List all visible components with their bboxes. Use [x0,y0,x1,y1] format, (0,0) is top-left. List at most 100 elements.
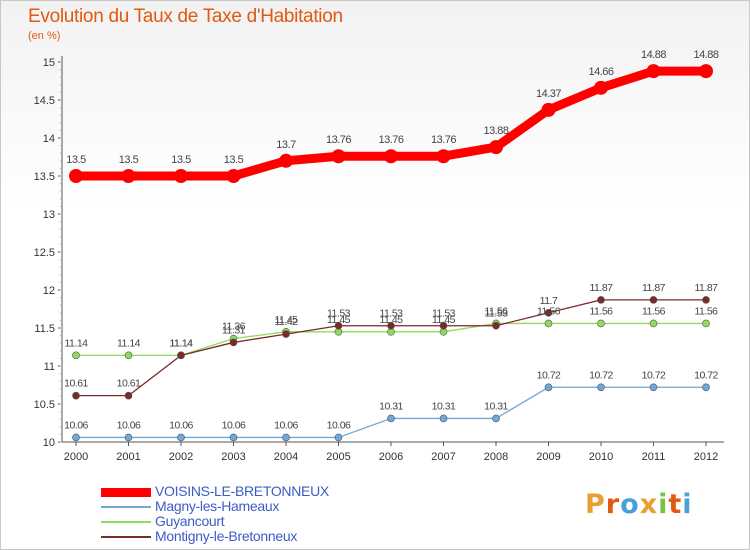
data-label: 10.31 [484,400,508,412]
data-label: 10.31 [432,400,456,412]
data-point [544,319,553,328]
x-tick-label: 2004 [274,451,298,463]
y-tick-label: 14 [43,133,55,145]
legend-label: Montigny-le-Bretonneux [155,528,298,544]
data-point [649,383,658,392]
data-label: 13.5 [224,154,244,166]
data-point [439,321,448,330]
x-tick-label: 2002 [169,451,193,463]
data-point [594,80,608,95]
y-tick-label: 12.5 [34,247,55,259]
data-point [702,319,710,328]
legend-label: VOISINS-LE-BRETONNEUX [155,483,329,499]
data-point [649,319,658,328]
data-label: 13.76 [326,134,351,146]
y-tick-label: 13.5 [34,171,55,183]
data-label: 10.06 [274,419,298,431]
data-point [174,169,188,183]
data-label: 11.53 [432,308,456,320]
data-label: 11.45 [327,314,351,326]
x-tick-label: 2012 [694,451,718,463]
data-point [489,140,503,155]
y-tick-label: 10 [43,437,55,449]
data-point [331,149,346,164]
y-tick-label: 13 [43,209,55,221]
data-label: 11.45 [275,314,299,326]
data-label: 11.42 [275,316,299,328]
x-tick-label: 2005 [326,451,350,463]
legend-swatch [101,521,151,523]
logo-letter: x [639,489,659,520]
data-label: 11.53 [485,308,509,320]
data-label: 11.56 [537,305,561,317]
data-point [177,351,185,360]
chart-unit: (en %) [28,30,61,42]
data-point [177,433,185,442]
data-point [282,330,290,338]
data-label: 11.14 [170,337,194,349]
data-point [334,321,343,330]
legend-label: Magny-les-Hameaux [155,498,280,514]
data-point [492,414,500,423]
x-tick-label: 2000 [64,451,88,463]
data-label: 14.88 [641,49,666,61]
logo-letter: o [620,489,640,520]
logo-letter: r [605,489,621,520]
y-tick-label: 11 [44,361,55,373]
data-point [279,153,293,168]
data-label: 11.53 [327,308,351,320]
data-label: 11.56 [695,305,719,317]
data-point [646,64,661,79]
data-point [121,169,136,183]
logo-letter: P [585,489,606,520]
data-label: 10.06 [64,419,88,431]
data-label: 10.31 [379,400,403,412]
x-tick-label: 2007 [431,451,455,463]
data-point [492,321,500,330]
proxiti-logo: Proxiti [585,489,693,520]
data-point [597,383,605,392]
data-point [649,296,658,304]
data-point [544,308,553,317]
x-tick-label: 2011 [642,451,666,463]
data-point [387,414,395,423]
data-label: 11.36 [222,321,246,333]
data-point [387,321,395,330]
data-label: 11.87 [590,282,614,294]
data-label: 10.61 [64,378,88,390]
data-label: 11.14 [170,337,194,349]
data-label: 13.5 [171,154,191,166]
data-point [384,149,398,164]
y-tick-label: 14.5 [34,95,55,107]
data-point [124,391,133,400]
data-point [229,433,238,442]
data-label: 13.76 [378,134,403,146]
data-point [282,433,290,442]
data-label: 10.72 [537,369,561,381]
data-label: 11.56 [590,305,614,317]
data-point [699,64,713,79]
data-label: 14.88 [693,49,718,61]
data-label: 10.06 [117,419,141,431]
data-point [597,296,605,304]
x-tick-label: 2008 [484,451,508,463]
data-label: 13.7 [276,139,296,151]
data-point [702,383,710,392]
data-label: 11.31 [222,324,246,336]
chart-title: Evolution du Taux de Taxe d'Habitation [28,6,343,27]
data-label: 11.14 [117,337,141,349]
data-point [597,319,605,328]
data-label: 11.87 [695,282,719,294]
y-tick-label: 10.5 [34,399,55,411]
data-point [226,169,241,183]
x-tick-label: 2001 [116,451,140,463]
data-label: 11.56 [485,305,509,317]
data-label: 11.53 [380,308,404,320]
data-label: 10.06 [327,419,351,431]
legend-swatch [101,536,151,538]
data-point [229,338,238,347]
logo-letter: i [658,489,669,520]
data-label: 11.45 [432,314,456,326]
